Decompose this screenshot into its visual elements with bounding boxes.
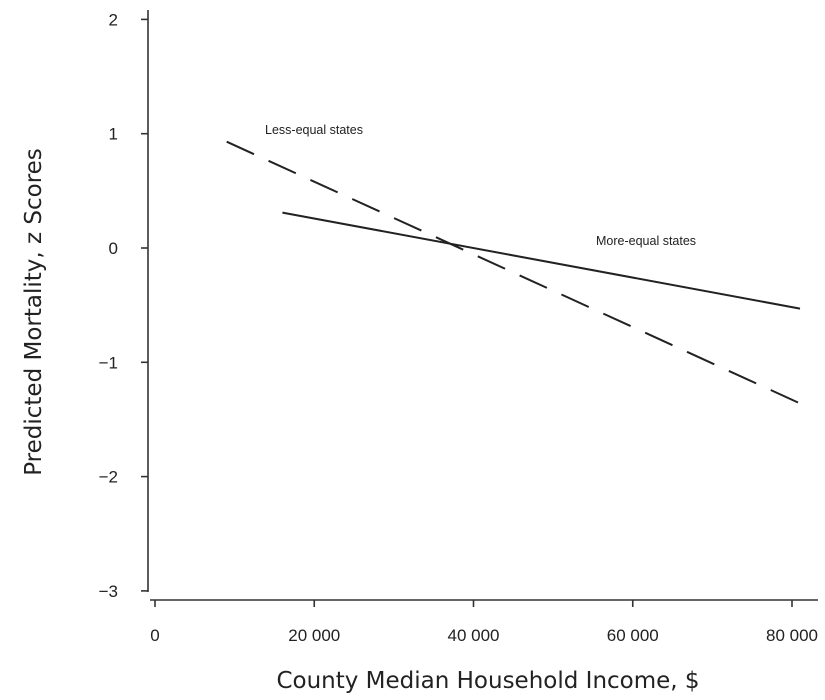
x-tick-label: 60 000 [607, 626, 659, 645]
x-axis-title: County Median Household Income, $ [276, 668, 699, 694]
x-tick-label: 0 [150, 626, 159, 645]
annotations: Less-equal states More-equal states [265, 123, 696, 248]
y-tick-label: 1 [109, 125, 118, 144]
y-tick-label: 0 [109, 239, 118, 258]
series-line-more-equal [282, 211, 801, 310]
series-line-less-equal [226, 140, 801, 405]
y-tick-label: −1 [99, 353, 118, 372]
series-lines [226, 140, 801, 405]
ticks: 2 1 0 −1 −2 −3 0 20 000 40 000 60 000 80 000 [99, 10, 818, 645]
x-tick-label: 20 000 [288, 626, 340, 645]
y-tick-label: −3 [99, 582, 118, 601]
y-axis-title: Predicted Mortality, z Scores [21, 148, 47, 476]
x-tick-label: 80 000 [766, 626, 818, 645]
x-tick-label: 40 000 [448, 626, 500, 645]
series-label-more-equal: More-equal states [596, 234, 696, 248]
series-label-less-equal: Less-equal states [265, 123, 363, 137]
axes [147, 10, 818, 601]
y-tick-label: 2 [109, 10, 118, 29]
y-tick-label: −2 [99, 468, 118, 487]
